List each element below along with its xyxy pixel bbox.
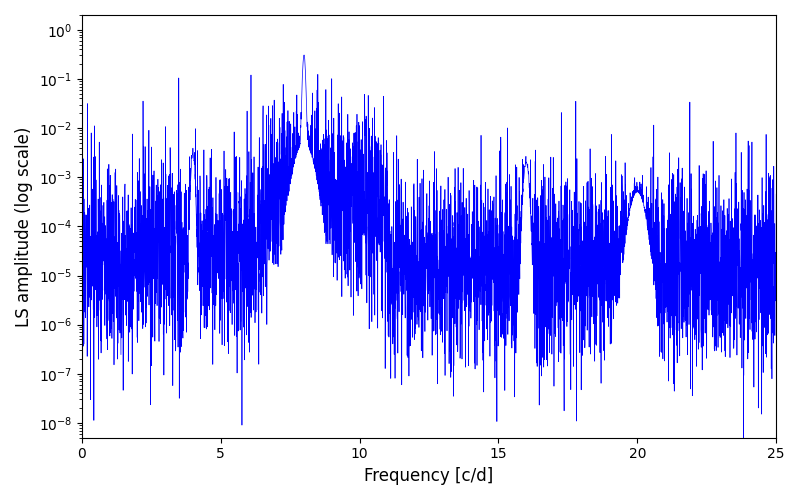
X-axis label: Frequency [c/d]: Frequency [c/d] [364, 467, 494, 485]
Y-axis label: LS amplitude (log scale): LS amplitude (log scale) [15, 126, 33, 326]
